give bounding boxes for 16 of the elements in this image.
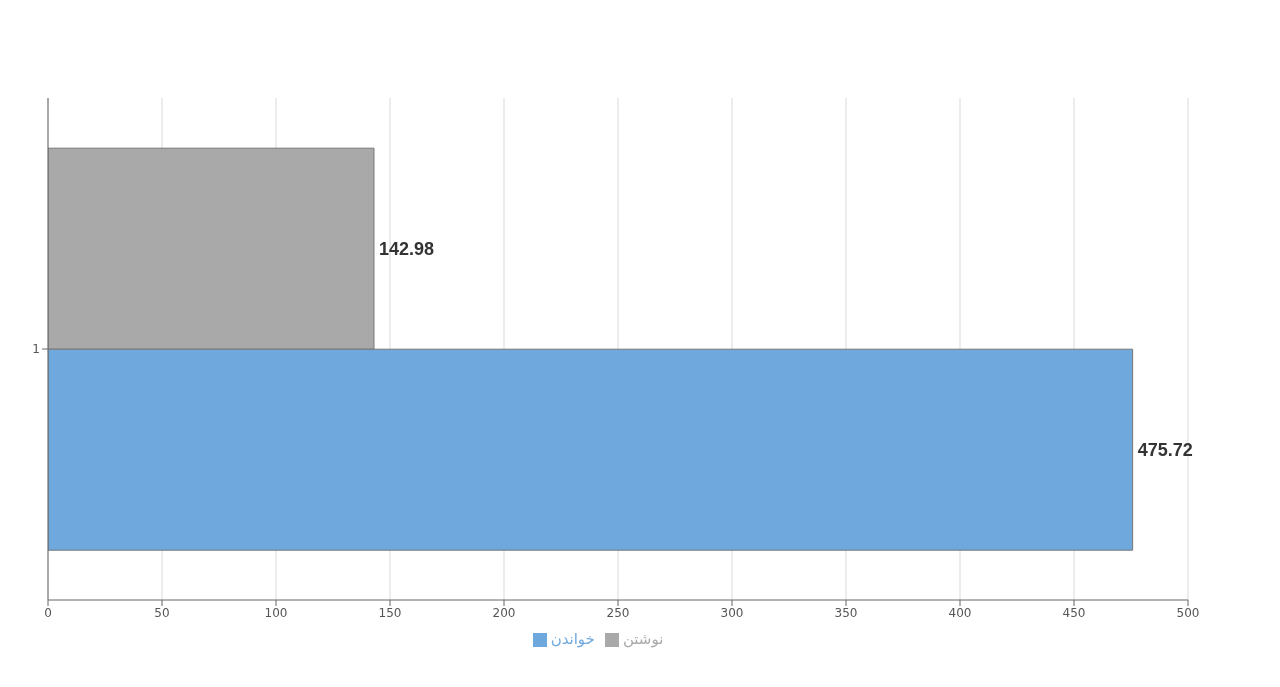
x-tick-label: 400: [948, 605, 972, 620]
legend-label: نوشتن: [622, 630, 664, 648]
x-tick-label: 500: [1176, 605, 1200, 620]
x-tick-label: 0: [44, 605, 52, 620]
data-label: 475.72: [1137, 440, 1193, 461]
x-tick-label: 100: [264, 605, 288, 620]
x-tick-label: 350: [834, 605, 858, 620]
x-tick-label: 200: [492, 605, 516, 620]
x-tick-label: 50: [154, 605, 170, 620]
y-tick-label: 1: [32, 342, 40, 357]
legend-label: خواندن: [550, 630, 595, 648]
x-tick-label: 300: [720, 605, 744, 620]
data-label: 142.98: [378, 239, 435, 260]
x-tick-label: 150: [378, 605, 402, 620]
x-tick-label: 450: [1062, 605, 1086, 620]
x-tick-label: 250: [606, 605, 630, 620]
